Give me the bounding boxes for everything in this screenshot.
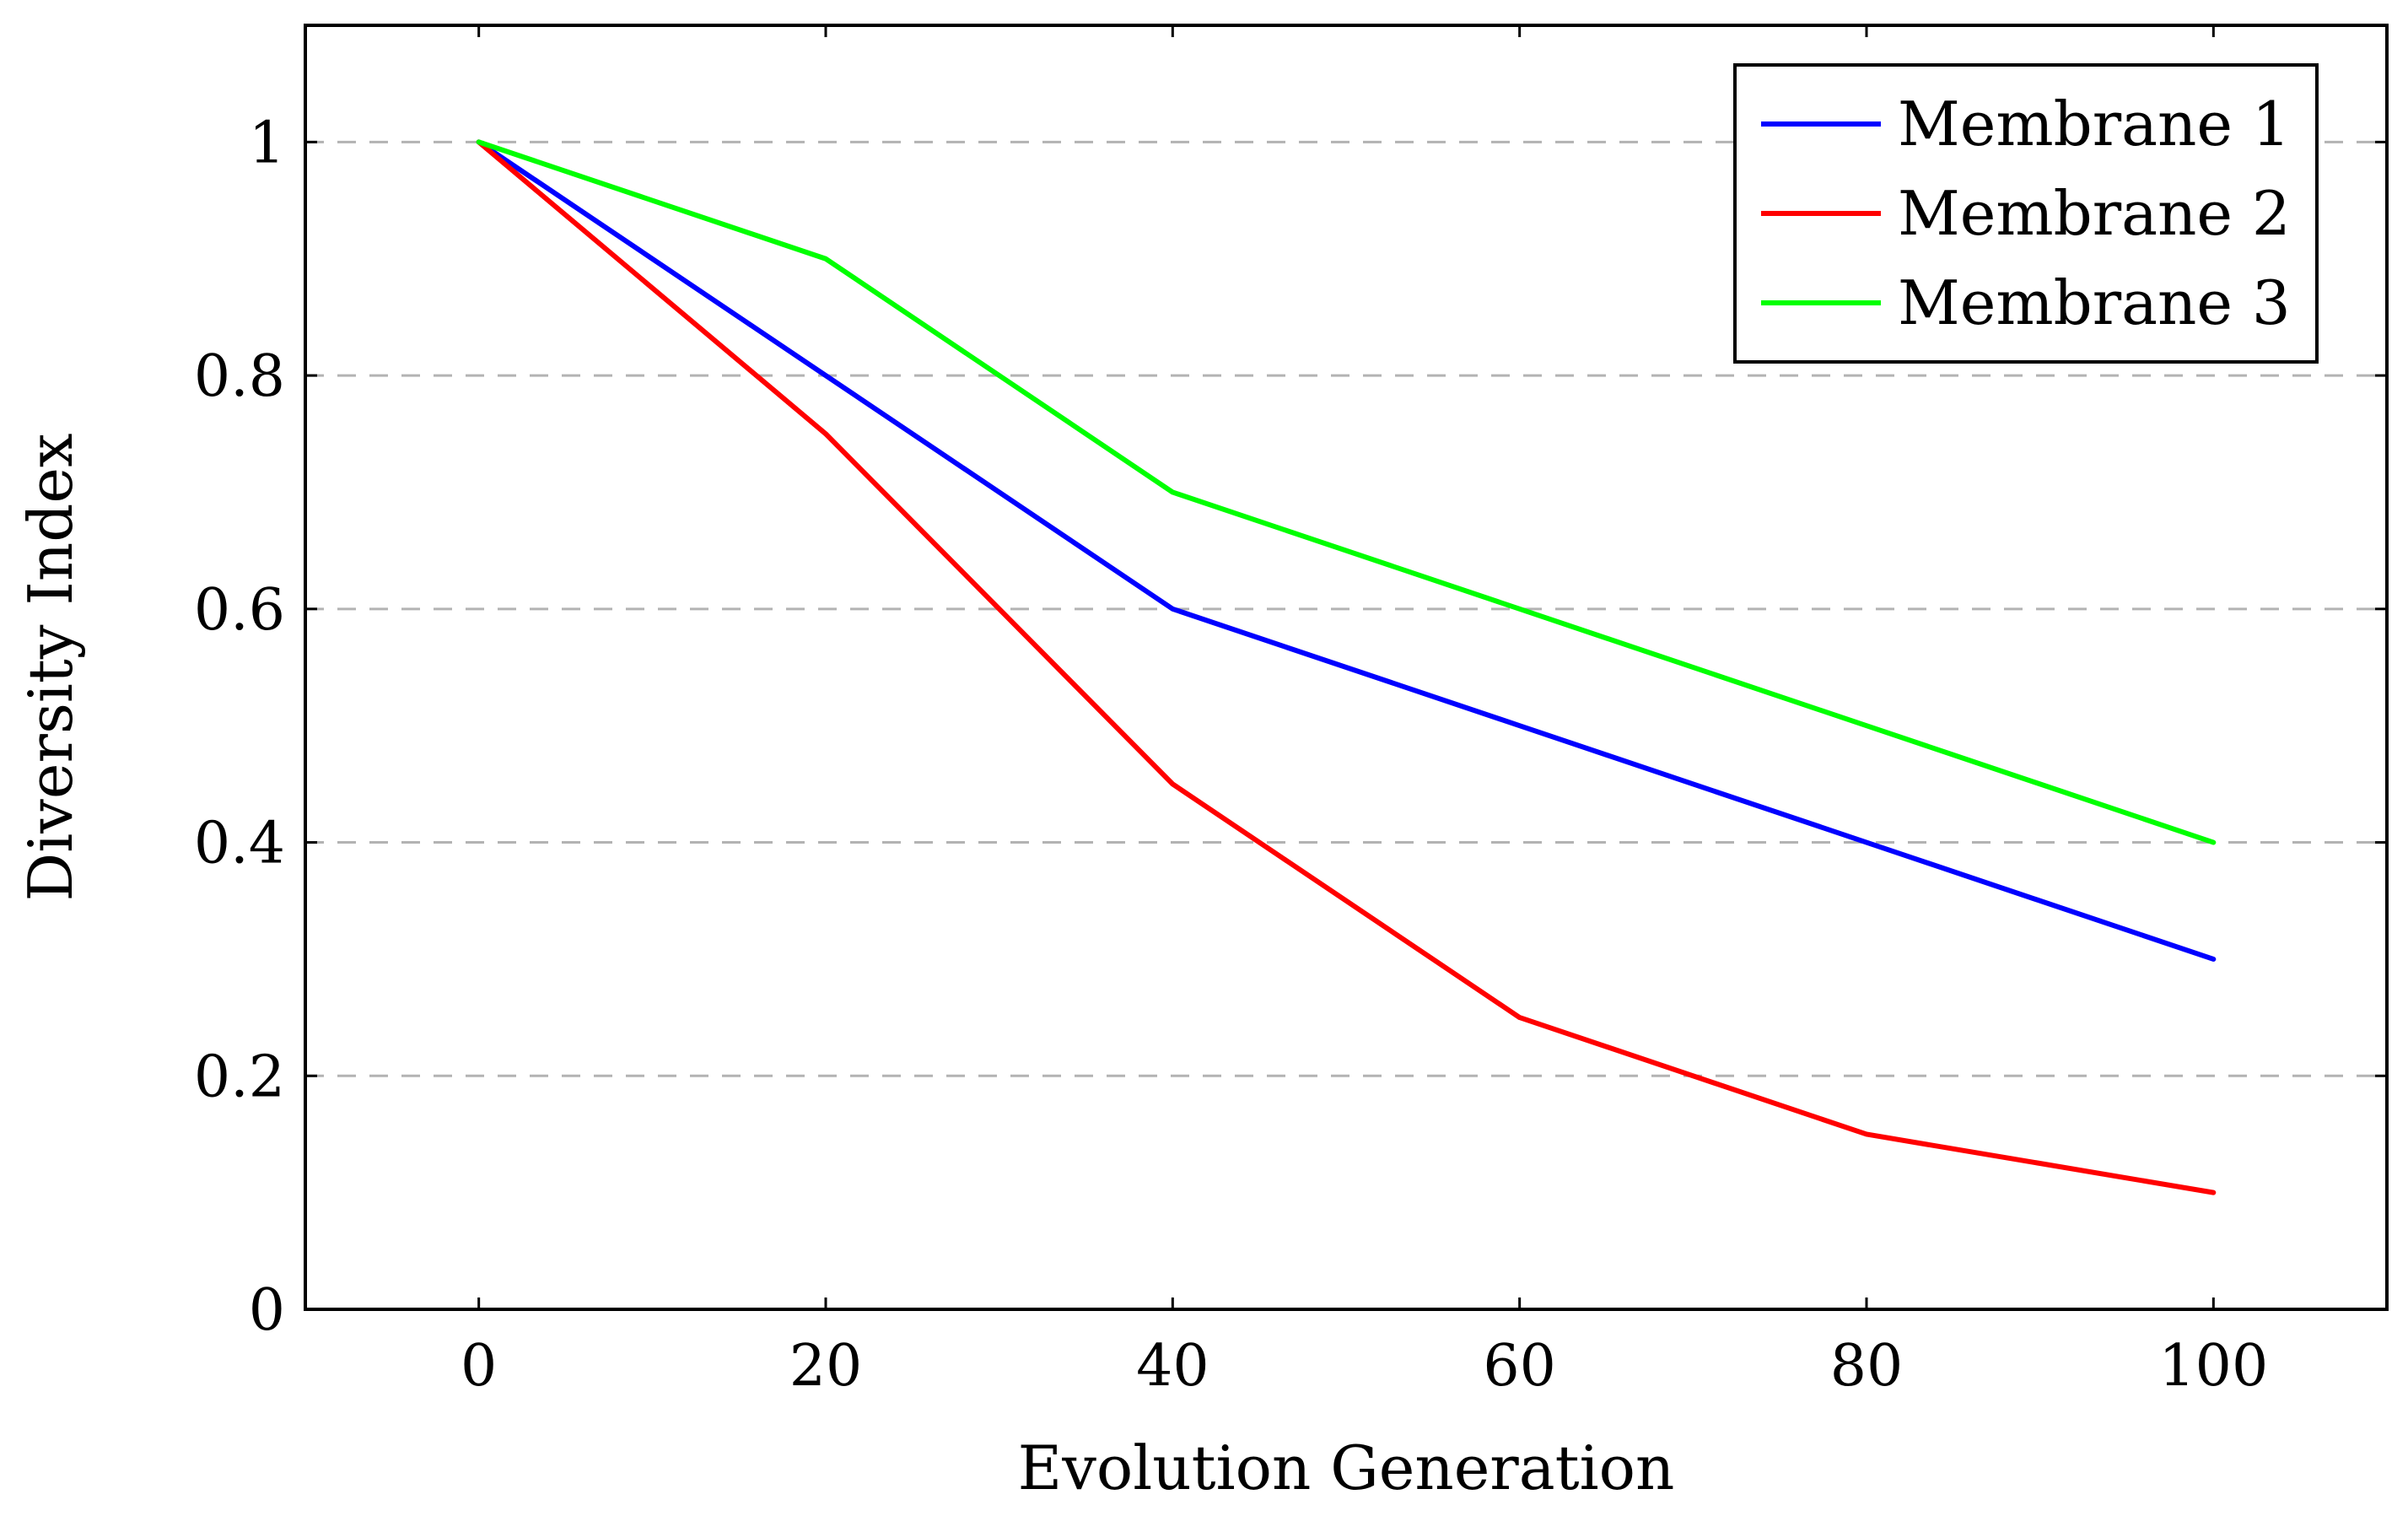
- plot-area-frame: [304, 24, 2389, 1311]
- x-axis-ticks: 0 20 40 60 80 100: [461, 25, 2268, 1400]
- x-tick-label: 0: [461, 1333, 497, 1400]
- x-axis-title: Evolution Generation: [1018, 1432, 1675, 1503]
- x-tick-label: 100: [2158, 1333, 2268, 1400]
- series-line-1: [476, 139, 2217, 962]
- legend-label: Membrane 2: [1898, 178, 2291, 249]
- x-tick-label: 20: [789, 1333, 863, 1400]
- series-line-3: [476, 139, 2217, 845]
- y-tick-label: 1: [249, 110, 285, 176]
- series-lines: [476, 139, 2217, 1195]
- y-tick-label: 0.2: [194, 1044, 285, 1110]
- legend-label: Membrane 3: [1898, 267, 2291, 338]
- x-tick-label: 80: [1830, 1333, 1904, 1400]
- y-axis-title: Diversity Index: [15, 433, 86, 901]
- x-tick-label: 60: [1483, 1333, 1556, 1400]
- x-tick-label: 40: [1136, 1333, 1209, 1400]
- legend: Membrane 1 Membrane 2 Membrane 3: [1733, 63, 2319, 364]
- series-line-2: [476, 139, 2217, 1195]
- y-axis-ticks: 0 0.2 0.4 0.6 0.8 1: [194, 110, 2387, 1344]
- y-tick-label: 0: [249, 1277, 285, 1344]
- legend-label: Membrane 1: [1898, 89, 2291, 159]
- y-tick-label: 0.4: [194, 811, 285, 877]
- y-tick-label: 0.6: [194, 577, 285, 644]
- y-tick-label: 0.8: [194, 343, 285, 410]
